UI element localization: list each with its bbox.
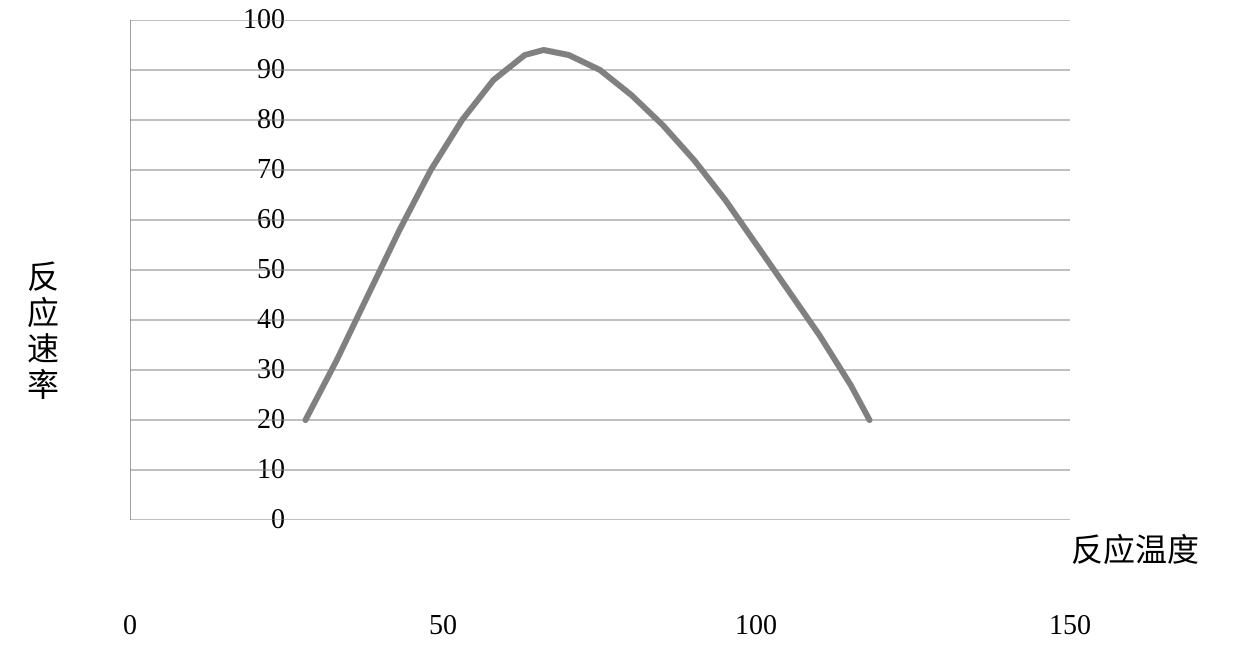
- xtick-50: 50: [403, 610, 483, 642]
- chart-container: 反应速率 反应温度 0 10 20 30 40 50 60 70 80 90 1…: [0, 0, 1239, 664]
- xtick-150: 150: [1030, 610, 1110, 642]
- xtick-0: 0: [90, 610, 170, 642]
- gridlines: [130, 20, 1070, 520]
- xtick-100: 100: [716, 610, 796, 642]
- reaction-rate-curve: [306, 50, 870, 420]
- plot-area: [130, 20, 1070, 520]
- y-axis-label: 反应速率: [18, 260, 64, 404]
- x-axis-label: 反应温度: [1071, 525, 1199, 571]
